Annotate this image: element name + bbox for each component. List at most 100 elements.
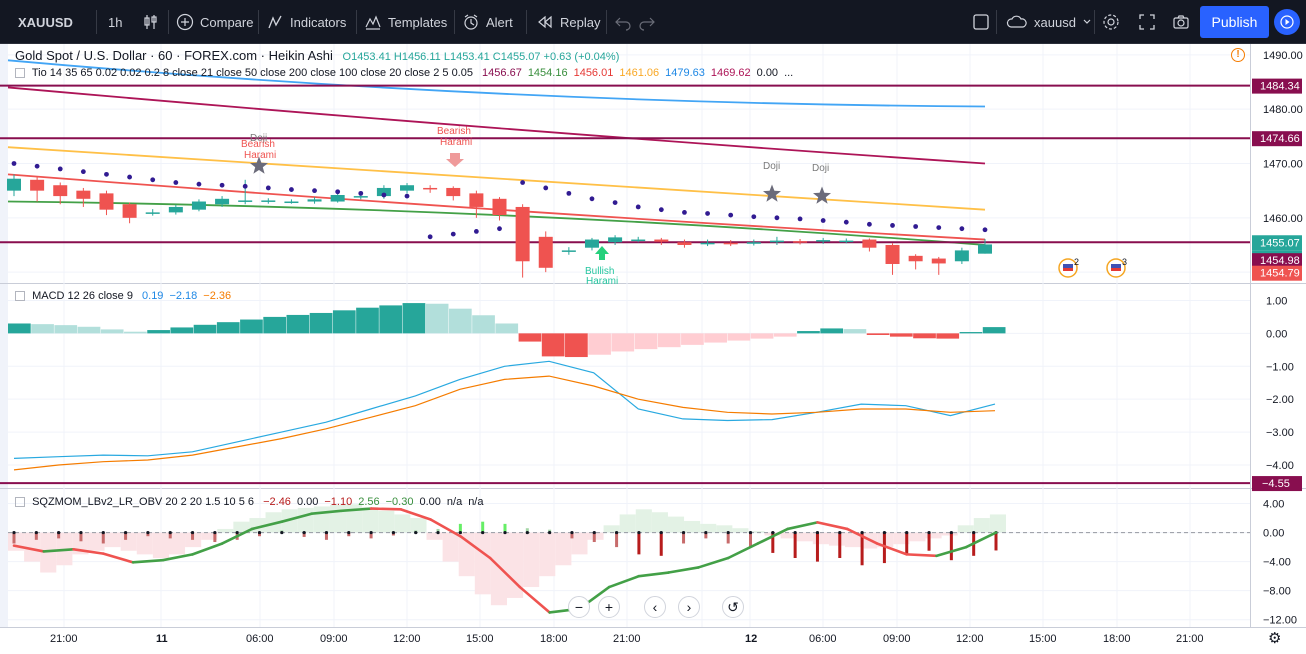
settings-button[interactable] <box>1102 0 1120 44</box>
expand-button[interactable] <box>1138 0 1156 44</box>
psar-dot <box>867 221 872 227</box>
zoom-out-button[interactable]: − <box>568 596 590 618</box>
momentum-line <box>131 558 165 564</box>
candle-body <box>145 212 160 214</box>
layout-menu[interactable]: xauusd <box>1006 0 1092 44</box>
zoom-in-button[interactable]: + <box>598 596 620 618</box>
price-tick: 1470.00 <box>1263 159 1303 171</box>
macd-line <box>13 360 996 459</box>
fullscreen-toggle[interactable] <box>972 0 990 44</box>
doji-star-icon <box>250 156 268 174</box>
macd-histogram-bar <box>681 333 704 345</box>
macd-histogram-bar <box>936 333 960 339</box>
indicator_tio-value: 0.00 <box>756 67 779 79</box>
scroll-right-button[interactable]: › <box>678 596 700 618</box>
momentum-bar <box>369 532 373 539</box>
squeeze-dot <box>324 530 329 535</box>
macd-histogram-bar <box>773 333 797 337</box>
macd-tick: 0.00 <box>1266 328 1287 340</box>
macd-histogram-bar <box>31 324 54 334</box>
left-gutter <box>0 44 8 654</box>
reset-chart-button[interactable]: ↺ <box>722 596 744 618</box>
chart-type-button[interactable] <box>142 0 160 44</box>
macd-tick: 1.00 <box>1266 295 1287 307</box>
macd-histogram-bar <box>147 330 170 334</box>
settings-gear-icon[interactable]: ⚙ <box>1268 630 1282 647</box>
flag-icon <box>1063 264 1073 271</box>
collapse-icon[interactable] <box>15 291 25 302</box>
candle-body <box>793 241 808 243</box>
obv-bar <box>732 528 749 533</box>
squeeze-dot <box>503 530 507 535</box>
momentum-line <box>786 521 819 531</box>
indicator_tio-value: 1469.62 <box>710 67 751 79</box>
chart-canvas[interactable]: DojiBearishHaramiBearishHaramiBullishHar… <box>0 44 1306 654</box>
macd-histogram-bar <box>100 329 124 334</box>
psar-dot <box>913 224 919 229</box>
obv-bar <box>168 532 186 555</box>
candle-body <box>30 179 45 191</box>
undo-button[interactable] <box>614 0 632 44</box>
obv-bar <box>217 528 234 533</box>
scroll-left-button[interactable]: ‹ <box>644 596 666 618</box>
symbol-search-button[interactable]: XAUUSD <box>18 0 73 44</box>
obv-bar <box>136 532 153 555</box>
obv-bar <box>812 532 829 545</box>
squeeze-dot <box>146 530 150 535</box>
momentum-line <box>459 534 492 560</box>
macd-histogram-bar <box>611 333 635 352</box>
indicator_sqz-value: 0.00 <box>419 496 441 508</box>
psar-dot <box>127 174 132 180</box>
macd-histogram-bar <box>704 333 727 343</box>
snapshot-button[interactable] <box>1172 0 1190 44</box>
squeeze-dot <box>726 530 730 535</box>
sqz-legend: SQZMOM_LBv2_LR_OBV 20 2 20 1.5 10 5 6 −2… <box>15 496 489 508</box>
sqz-tick: −12.00 <box>1263 615 1297 627</box>
momentum-bar <box>191 532 195 540</box>
obv-bar <box>780 532 797 539</box>
squeeze-dot <box>436 530 440 535</box>
publish-button[interactable]: Publish <box>1200 6 1269 38</box>
top-toolbar: XAUUSD 1h Compare Indicators Templates A… <box>0 0 1306 44</box>
divider <box>526 10 527 34</box>
templates-button[interactable]: Templates <box>364 0 447 44</box>
interval-button[interactable]: 1h <box>108 0 122 44</box>
time-tick: 09:00 <box>320 633 348 645</box>
compare-button[interactable]: Compare <box>176 0 253 44</box>
time-tick: 12:00 <box>956 633 984 645</box>
redo-button[interactable] <box>638 0 656 44</box>
time-tick: 21:00 <box>613 633 641 645</box>
psar-dot <box>635 204 641 210</box>
momentum-bar <box>726 532 730 544</box>
collapse-icon[interactable] <box>15 68 25 79</box>
squeeze-dot <box>257 530 262 535</box>
collapse-icon[interactable] <box>15 497 25 508</box>
warning-icon[interactable]: ! <box>1231 48 1245 62</box>
redo-icon <box>639 17 655 31</box>
momentum-line <box>340 507 373 513</box>
alert-button[interactable]: Alert <box>462 0 513 44</box>
psar-dot <box>843 219 849 225</box>
psar-dot <box>728 212 734 218</box>
psar-dot <box>936 225 942 230</box>
psar-dot <box>80 169 86 175</box>
sqz-values: −2.46 0.00 −1.10 2.56 −0.30 0.00 n/a n/a <box>263 496 489 508</box>
price-badge-label: 1454.98 <box>1260 255 1300 267</box>
squeeze-dot <box>34 530 38 535</box>
squeeze-dot <box>748 530 753 535</box>
indicators-button[interactable]: Indicators <box>266 0 346 44</box>
candle-body <box>654 239 669 242</box>
replay-button[interactable]: Replay <box>536 0 600 44</box>
squeeze-dot <box>659 530 663 535</box>
momentum-bar <box>592 532 596 543</box>
squeeze-dot <box>391 530 396 535</box>
indicator_sqz-value: −1.10 <box>324 496 353 508</box>
momentum-line <box>72 547 105 555</box>
price-badge <box>1252 265 1302 281</box>
candle-body <box>561 250 576 252</box>
forward-button[interactable] <box>1274 9 1300 35</box>
momentum-line <box>667 566 700 574</box>
momentum-bar <box>525 528 529 533</box>
obv-bar <box>474 532 491 595</box>
macd-tick: −2.00 <box>1266 394 1294 406</box>
